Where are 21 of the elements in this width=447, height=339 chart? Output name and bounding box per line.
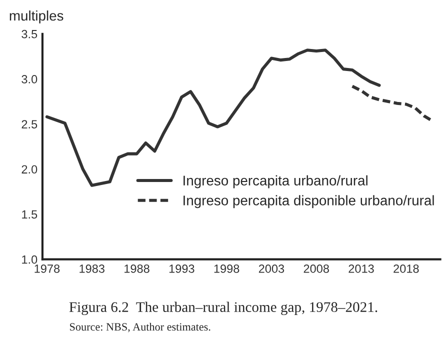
x-tick-label: 1998 [214,264,240,273]
y-tick-label: 3.5 [22,30,38,38]
x-tick-label: 2008 [304,264,329,273]
y-tick-label: 2.5 [22,120,38,128]
x-tick-label: 1988 [124,264,150,273]
x-tick-label: 1978 [34,264,60,273]
x-tick-label: 2018 [394,264,419,273]
y-tick-label: 1.5 [22,210,38,219]
y-tick-label: 3.0 [22,75,38,84]
x-tick-label: 2013 [348,264,374,273]
y-tick-label: 2.0 [22,165,38,174]
y-tick-label: 1.0 [22,255,38,264]
x-tick-label: 1983 [80,264,104,273]
text: Figura 6.2 The urban–rural income gap, 1978–2021. [69,302,378,316]
line-series [45,48,381,187]
x-tick-label: 1993 [169,264,194,273]
y-axis-title: multiples [10,10,64,24]
legend-label: Ingreso percapita urbano/rural [184,175,368,188]
legend-label: Ingreso percapita disponible urbano/rural [184,195,434,208]
x-tick-label: 2003 [258,264,284,273]
source-note: Source: NBS, Author estimates. [70,322,210,332]
